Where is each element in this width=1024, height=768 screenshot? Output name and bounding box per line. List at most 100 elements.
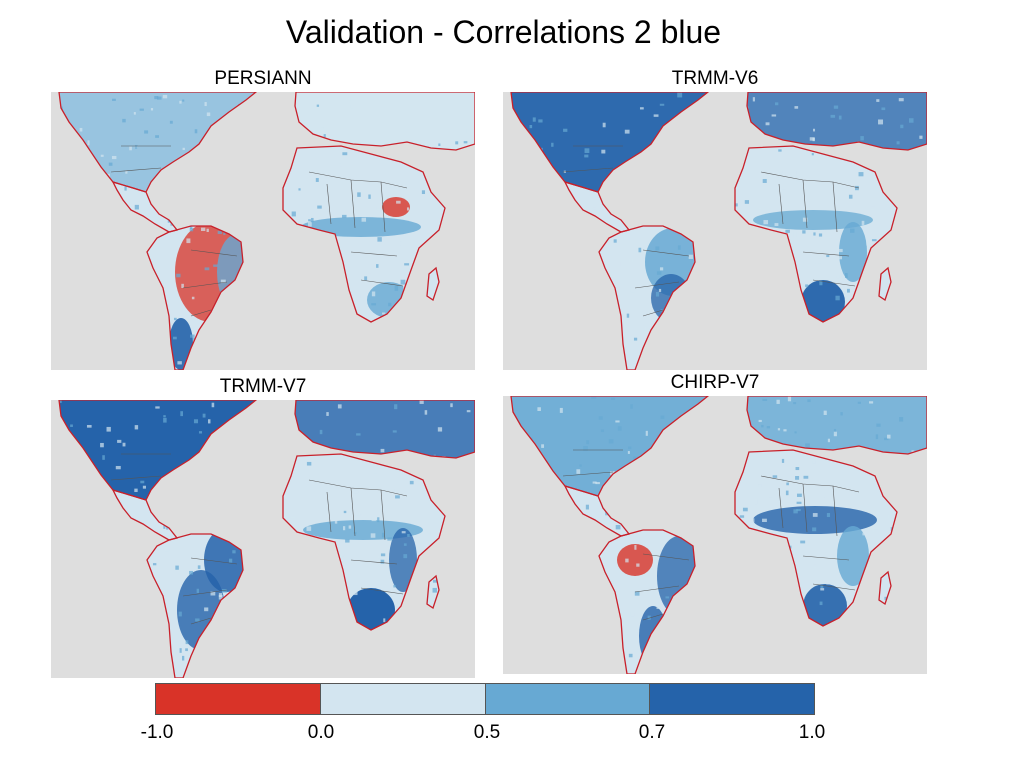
texture-speck: [102, 352, 105, 356]
texture-speck: [722, 405, 727, 409]
texture-speck: [833, 428, 837, 434]
coastline-na: [58, 92, 258, 193]
country-border: [778, 487, 784, 529]
texture-speck: [288, 656, 293, 661]
texture-speck: [419, 344, 424, 349]
texture-speck: [377, 237, 382, 242]
texture-speck: [670, 499, 674, 503]
texture-speck: [279, 169, 282, 173]
texture-speck: [551, 142, 554, 147]
texture-speck: [327, 233, 332, 238]
texture-speck: [240, 226, 246, 229]
texture-speck: [768, 344, 773, 349]
texture-speck: [196, 588, 199, 594]
texture-speck: [679, 477, 683, 481]
texture-speck: [308, 321, 311, 326]
texture-speck: [293, 615, 298, 621]
texture-speck: [212, 446, 217, 451]
texture-speck: [875, 434, 879, 440]
country-border: [182, 281, 228, 289]
country-border: [634, 585, 680, 593]
texture-speck: [182, 147, 185, 151]
texture-speck: [906, 176, 909, 180]
texture-speck: [353, 531, 357, 535]
texture-speck: [653, 444, 659, 447]
texture-speck: [382, 349, 386, 354]
texture-speck: [432, 587, 437, 593]
texture-speck: [102, 292, 107, 296]
texture-speck: [161, 334, 167, 338]
texture-speck: [553, 480, 557, 485]
texture-speck: [728, 195, 733, 199]
texture-speck: [659, 267, 664, 271]
texture-speck: [380, 559, 385, 564]
texture-speck: [71, 511, 74, 515]
texture-speck: [419, 400, 424, 404]
texture-speck: [122, 442, 126, 447]
texture-speck: [433, 239, 439, 245]
texture-speck: [534, 241, 537, 246]
texture-speck: [716, 483, 722, 488]
texture-speck: [323, 134, 326, 138]
texture-speck: [567, 580, 571, 584]
texture-speck: [813, 564, 817, 568]
texture-speck: [536, 540, 540, 544]
texture-speck: [226, 663, 231, 666]
texture-speck: [155, 299, 159, 303]
texture-speck: [436, 515, 441, 521]
texture-speck: [636, 563, 640, 567]
texture-speck: [771, 114, 777, 117]
texture-speck: [738, 535, 742, 540]
texture-speck: [80, 552, 85, 558]
texture-speck: [238, 648, 241, 652]
correlation-patch: [617, 544, 653, 576]
texture-speck: [626, 313, 630, 318]
texture-speck: [523, 297, 528, 302]
texture-speck: [878, 328, 882, 333]
texture-speck: [633, 506, 637, 511]
texture-speck: [570, 530, 573, 536]
texture-speck: [129, 245, 135, 250]
texture-speck: [438, 143, 441, 147]
texture-speck: [458, 240, 464, 245]
texture-speck: [442, 232, 446, 237]
texture-speck: [778, 145, 781, 150]
texture-speck: [795, 476, 800, 480]
coastline-sa: [598, 225, 696, 370]
correlation-patch: [217, 234, 257, 310]
texture-speck: [59, 253, 60, 259]
texture-speck: [814, 263, 817, 268]
texture-speck: [737, 297, 742, 302]
texture-speck: [276, 565, 281, 569]
texture-speck: [802, 217, 808, 222]
texture-speck: [376, 206, 381, 210]
texture-speck: [100, 442, 104, 448]
texture-speck: [67, 257, 70, 260]
texture-speck: [221, 589, 227, 593]
texture-speck: [512, 120, 516, 126]
texture-speck: [200, 227, 206, 231]
texture-speck: [769, 319, 774, 322]
texture-speck: [762, 348, 765, 352]
texture-speck: [100, 154, 104, 157]
texture-speck: [316, 104, 320, 107]
texture-speck: [701, 175, 704, 179]
texture-speck: [444, 180, 450, 184]
texture-speck: [98, 479, 101, 483]
texture-speck: [743, 607, 748, 611]
texture-speck: [247, 134, 252, 139]
texture-speck: [291, 211, 296, 217]
texture-speck: [448, 210, 454, 214]
texture-speck: [807, 399, 811, 403]
texture-speck: [744, 200, 750, 204]
texture-speck: [59, 112, 62, 116]
texture-speck: [796, 298, 801, 303]
country-border: [350, 179, 356, 229]
texture-speck: [769, 538, 774, 543]
coastline-sa: [146, 225, 244, 370]
texture-speck: [108, 219, 113, 224]
texture-speck: [743, 605, 747, 609]
texture-speck: [766, 426, 771, 429]
texture-speck: [541, 444, 545, 448]
texture-speck: [714, 402, 719, 408]
